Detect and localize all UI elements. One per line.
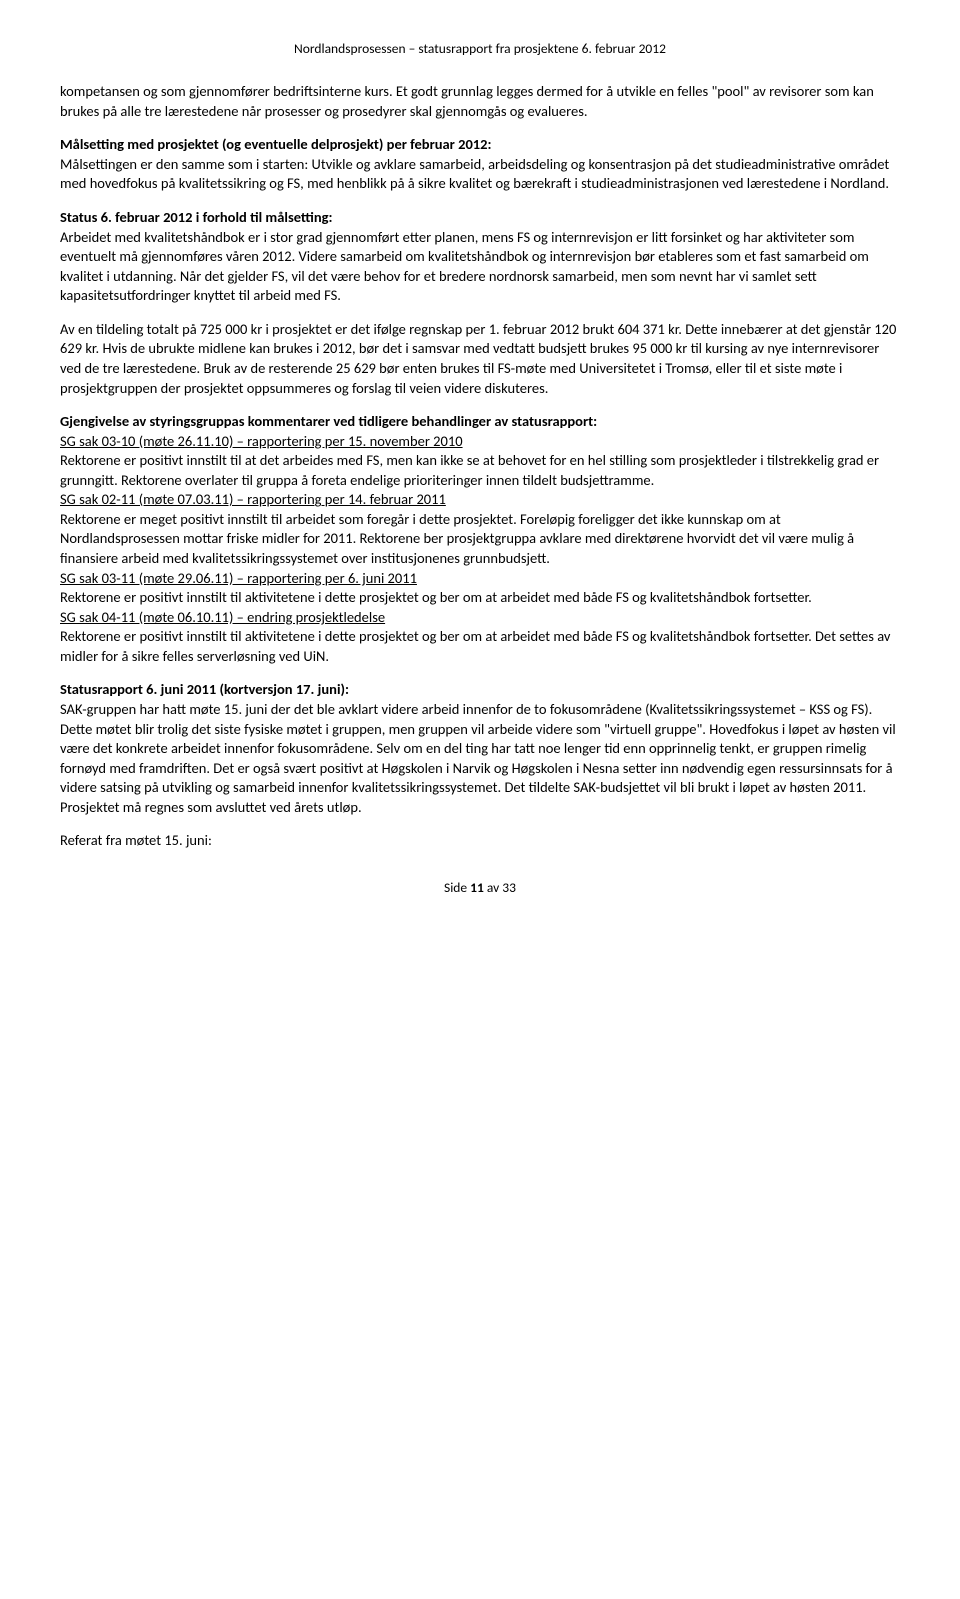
- sg1-underline: SG sak 03-10 (møte 26.11.10) – rapporter…: [60, 432, 463, 450]
- paragraph-intro: kompetansen og som gjennomfører bedrifts…: [60, 82, 900, 121]
- sg4-underline: SG sak 04-11 (møte 06.10.11) – endring p…: [60, 608, 385, 626]
- page-footer: Side 11 av 33: [60, 879, 900, 897]
- sg1-text: Rektorene er positivt innstilt til at de…: [60, 451, 900, 490]
- status-text: Arbeidet med kvalitetshåndbok er i stor …: [60, 228, 900, 306]
- status-heading: Status 6. februar 2012 i forhold til mål…: [60, 208, 900, 228]
- referat-text: Referat fra møtet 15. juni:: [60, 831, 900, 851]
- sg3-heading: SG sak 03-11 (møte 29.06.11) – rapporter…: [60, 569, 900, 589]
- sg3-underline: SG sak 03-11 (møte 29.06.11) – rapporter…: [60, 569, 417, 587]
- budget-text: Av en tildeling totalt på 725 000 kr i p…: [60, 320, 900, 398]
- page-header: Nordlandsprosessen – statusrapport fra p…: [60, 40, 900, 58]
- sg3-text: Rektorene er positivt innstilt til aktiv…: [60, 588, 900, 608]
- sg4-text: Rektorene er positivt innstilt til aktiv…: [60, 627, 900, 666]
- footer-page-number: 11: [470, 879, 484, 896]
- sg2-underline: SG sak 02-11 (møte 07.03.11) – rapporter…: [60, 490, 446, 508]
- history-heading: Gjengivelse av styringsgruppas kommentar…: [60, 412, 900, 432]
- footer-label: Side: [444, 879, 470, 896]
- status-heading-bold: Status 6. februar 2012 i forhold til mål…: [60, 208, 333, 226]
- footer-suffix: av 33: [484, 879, 516, 896]
- sg4-heading: SG sak 04-11 (møte 06.10.11) – endring p…: [60, 608, 900, 628]
- report-heading: Statusrapport 6. juni 2011 (kortversjon …: [60, 680, 900, 700]
- goal-heading: Målsetting med prosjektet (og eventuelle…: [60, 135, 900, 155]
- report-heading-bold: Statusrapport 6. juni 2011 (kortversjon …: [60, 680, 349, 698]
- sg1-heading: SG sak 03-10 (møte 26.11.10) – rapporter…: [60, 432, 900, 452]
- goal-heading-bold: Målsetting med prosjektet (og eventuelle…: [60, 135, 492, 153]
- history-heading-bold: Gjengivelse av styringsgruppas kommentar…: [60, 412, 597, 430]
- sg2-text: Rektorene er meget positivt innstilt til…: [60, 510, 900, 569]
- goal-text: Målsettingen er den samme som i starten:…: [60, 155, 900, 194]
- sg2-heading: SG sak 02-11 (møte 07.03.11) – rapporter…: [60, 490, 900, 510]
- report-text: SAK-gruppen har hatt møte 15. juni der d…: [60, 700, 900, 817]
